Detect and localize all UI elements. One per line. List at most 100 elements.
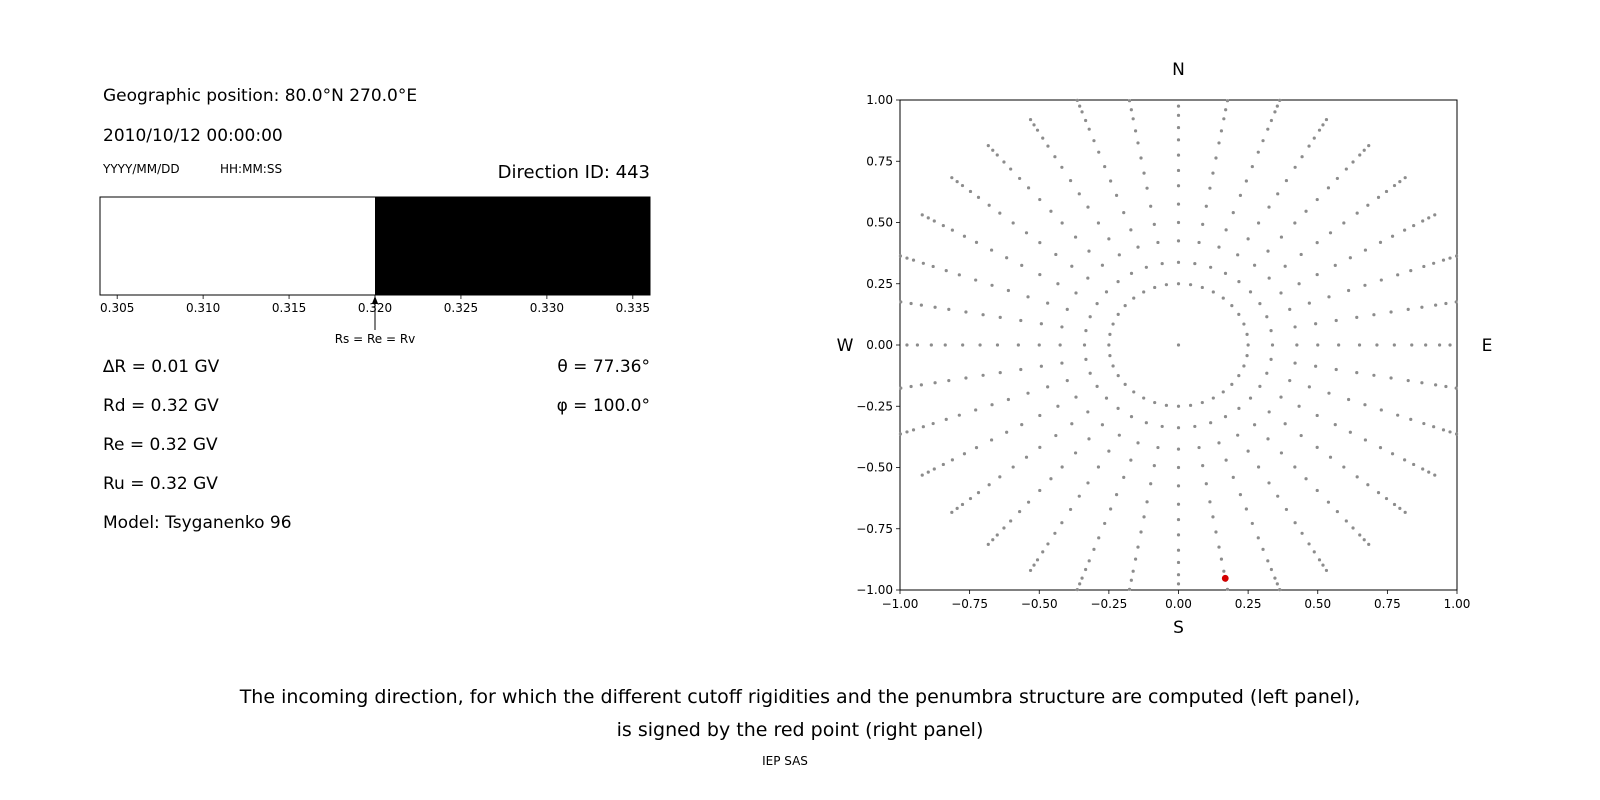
direction-dot xyxy=(1046,542,1050,546)
compass-west-label: W xyxy=(836,336,854,356)
direction-dot xyxy=(1176,260,1181,264)
direction-dot xyxy=(1288,379,1292,383)
direction-dot xyxy=(1108,354,1112,358)
direction-dot xyxy=(1024,231,1029,235)
direction-dot xyxy=(1265,371,1269,375)
direction-dot xyxy=(1315,445,1319,449)
direction-dot xyxy=(921,425,925,429)
direction-dot xyxy=(1248,396,1253,400)
direction-dot xyxy=(1068,507,1073,512)
direction-dot xyxy=(1358,153,1362,157)
direction-dot xyxy=(1038,413,1042,418)
direction-dot xyxy=(1049,209,1053,213)
direction-dot xyxy=(1077,494,1081,498)
direction-dot xyxy=(1275,104,1279,108)
direction-dot xyxy=(1398,180,1402,184)
direction-dot xyxy=(1136,245,1140,249)
direction-dot xyxy=(1432,425,1436,429)
direction-dot xyxy=(1020,263,1024,267)
direction-dot xyxy=(1108,332,1112,336)
direction-dot xyxy=(1406,307,1410,311)
direction-dot xyxy=(1299,252,1303,257)
direction-dot xyxy=(1448,256,1452,260)
direction-dot xyxy=(1326,186,1331,190)
direction-dot xyxy=(1131,117,1135,121)
direction-dot xyxy=(1086,276,1090,280)
direction-dot xyxy=(1144,421,1148,425)
directions-x-tick-label: −1.00 xyxy=(882,597,919,611)
direction-dot xyxy=(1444,384,1448,389)
direction-dot xyxy=(1376,491,1381,495)
direction-dot xyxy=(1307,144,1311,148)
direction-dot xyxy=(1197,240,1201,245)
direction-dot xyxy=(1355,475,1359,479)
direction-dot xyxy=(1398,506,1402,510)
direction-dot xyxy=(1230,382,1234,386)
direction-dot xyxy=(995,153,999,157)
direction-dot xyxy=(1293,361,1297,365)
direction-dot xyxy=(1060,521,1064,525)
direction-dot xyxy=(1200,400,1204,405)
direction-dots xyxy=(898,98,1459,592)
direction-dot xyxy=(1269,118,1273,123)
direction-dot xyxy=(1005,256,1009,260)
direction-dot xyxy=(1176,220,1181,225)
direction-dot xyxy=(919,303,923,307)
direction-dot xyxy=(1283,264,1287,268)
direction-dot xyxy=(991,148,995,152)
direction-dot xyxy=(1236,253,1240,257)
direction-dot xyxy=(1238,493,1243,497)
red-incoming-direction-point xyxy=(1221,574,1229,582)
direction-dot xyxy=(1006,288,1010,293)
direction-dot xyxy=(1231,475,1235,479)
direction-dot xyxy=(1278,588,1282,592)
direction-dot xyxy=(1019,367,1023,372)
direction-dot xyxy=(1288,307,1292,311)
direction-dot xyxy=(1269,329,1273,333)
direction-dot xyxy=(998,475,1002,479)
direction-dot xyxy=(1129,228,1133,232)
direction-dot xyxy=(1362,148,1366,152)
direction-dot xyxy=(1375,343,1379,347)
caption-line-1: The incoming direction, for which the di… xyxy=(239,686,1361,708)
direction-dot xyxy=(1039,364,1043,368)
direction-dot xyxy=(1086,205,1090,209)
direction-dot xyxy=(1454,432,1459,436)
direction-dot xyxy=(1293,465,1297,469)
direction-dot xyxy=(1237,374,1241,378)
direction-dot xyxy=(1068,178,1073,183)
direction-dot xyxy=(1152,222,1156,226)
direction-dot xyxy=(1312,550,1316,554)
direction-dot xyxy=(1136,441,1140,445)
direction-dot xyxy=(1237,312,1241,316)
direction-dot xyxy=(1176,168,1181,173)
direction-dot xyxy=(1209,265,1213,269)
direction-dot xyxy=(1117,253,1121,257)
direction-dot xyxy=(1117,433,1121,437)
direction-dot xyxy=(1084,118,1088,123)
direction-dot xyxy=(1109,507,1113,511)
direction-dot xyxy=(1222,117,1226,121)
direction-dot xyxy=(1250,521,1254,526)
direction-dot xyxy=(1448,430,1452,434)
direction-dot xyxy=(1176,533,1181,537)
direction-dot xyxy=(1019,318,1023,323)
direction-dot xyxy=(1176,582,1181,586)
direction-dot xyxy=(1293,221,1297,225)
direction-dot xyxy=(1144,265,1148,269)
direction-dot xyxy=(1293,521,1297,525)
direction-dot xyxy=(1328,231,1333,235)
direction-dot xyxy=(919,383,923,387)
direction-dot xyxy=(1153,285,1157,290)
direction-dot xyxy=(1129,415,1134,419)
direction-dot xyxy=(1324,117,1329,122)
direction-dot xyxy=(1214,530,1218,534)
direction-dot xyxy=(1224,228,1228,232)
direction-dot xyxy=(1129,271,1134,275)
direction-dot xyxy=(905,256,909,260)
direction-dot xyxy=(1018,176,1022,181)
directions-x-tick-label: 1.00 xyxy=(1444,597,1471,611)
direction-dot xyxy=(1372,313,1376,317)
direction-dot xyxy=(1132,390,1136,394)
direction-dot xyxy=(1237,280,1241,284)
